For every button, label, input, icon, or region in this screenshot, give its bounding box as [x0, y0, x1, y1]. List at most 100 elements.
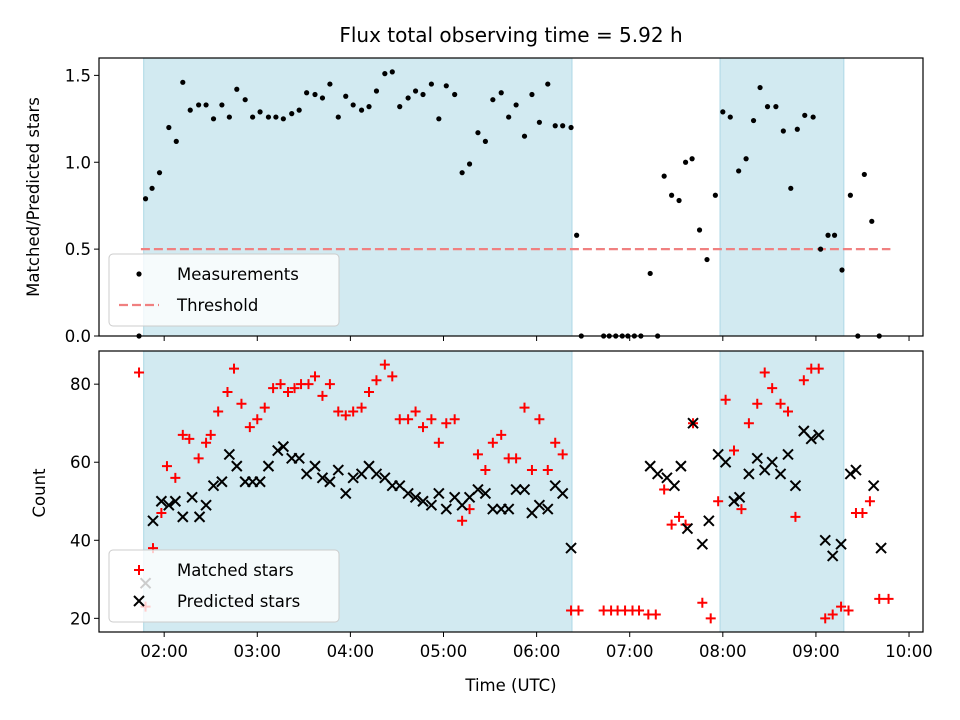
predicted-stars-point: [533, 499, 546, 511]
matched-stars-point: [736, 504, 747, 515]
matched-stars-point: [573, 605, 584, 616]
matched-stars-point: [883, 593, 894, 604]
observing-window: [143, 350, 573, 633]
predicted-stars-point: [687, 417, 699, 429]
measurements-point: [405, 95, 411, 101]
legend-label: Matched stars: [177, 561, 294, 580]
measurements-point: [482, 138, 488, 144]
measurements-point: [187, 107, 193, 113]
matched-stars-point: [268, 383, 279, 394]
x-tick-label: 03:00: [234, 642, 282, 661]
measurements-point: [536, 119, 542, 125]
measurements-point: [142, 196, 149, 202]
matched-stars-point: [170, 472, 181, 483]
predicted-stars-point: [502, 503, 515, 515]
measurements-point: [720, 109, 726, 115]
matched-stars-point: [813, 363, 824, 374]
measurements-point: [676, 197, 682, 204]
measurements-point: [513, 102, 519, 108]
matched-stars-point: [472, 449, 483, 460]
x-tick-label: 09:00: [792, 642, 840, 661]
predicted-stars-point: [728, 495, 740, 507]
measurements-point: [250, 114, 256, 120]
predicted-stars-point: [813, 429, 825, 441]
matched-stars-point: [418, 422, 429, 433]
count-panel-frame: [98, 350, 924, 633]
matched-stars-point: [324, 379, 335, 390]
matched-stars-point: [550, 437, 561, 448]
y-tick-label: 1.0: [65, 153, 91, 172]
legend-swatch: [133, 595, 145, 607]
measurements-point: [490, 97, 496, 103]
x-tick-label: 06:00: [513, 642, 561, 661]
measurements-point: [529, 91, 535, 98]
predicted-stars-point: [789, 479, 802, 492]
measurements-point: [289, 111, 295, 117]
measurements-point: [428, 81, 434, 87]
measurements-point: [173, 138, 179, 144]
predicted-stars-point: [309, 460, 321, 472]
predicted-stars-point: [556, 487, 569, 500]
matched-stars-point: [356, 402, 367, 413]
measurements-point: [794, 126, 800, 132]
matched-stars-point: [348, 406, 359, 417]
measurements-point: [234, 86, 240, 92]
matched-stars-point: [759, 367, 770, 378]
measurements-point: [312, 91, 318, 98]
matched-stars-point: [557, 449, 568, 460]
y-tick-label: 20: [70, 609, 91, 628]
predicted-stars-point: [733, 491, 746, 504]
measurements-point: [661, 173, 667, 179]
matched-stars-point: [874, 593, 885, 604]
measurements-point: [560, 123, 566, 129]
measurements-point: [265, 114, 272, 120]
matched-stars-point: [236, 398, 247, 409]
matched-stars-point: [790, 511, 801, 522]
predicted-stars-point: [766, 456, 778, 468]
measurements-point: [296, 107, 302, 113]
matched-stars-point: [201, 437, 212, 448]
matched-stars-point: [798, 375, 809, 386]
measurements-point: [166, 124, 172, 131]
measurements-point: [156, 170, 163, 176]
measurements-point: [764, 104, 771, 110]
measurements-point: [436, 116, 442, 122]
observing-window: [719, 350, 845, 633]
measurements-point: [319, 95, 326, 101]
measurements-point: [825, 232, 831, 238]
legend-label: Threshold: [176, 296, 258, 315]
predicted-stars-point: [324, 476, 336, 488]
matched-stars-point: [666, 519, 677, 530]
predicted-stars-point: [200, 499, 212, 511]
matched-stars-point: [394, 414, 405, 425]
measurements-point: [704, 256, 710, 263]
matched-stars-point: [213, 406, 224, 417]
matched-stars-point: [184, 433, 195, 444]
measurements-point: [180, 79, 186, 85]
predicted-stars-point: [223, 448, 236, 461]
predicted-stars-point: [472, 483, 484, 496]
matched-stars-point: [752, 398, 763, 409]
legend-box: [108, 253, 340, 327]
y-tick-label: 60: [70, 453, 91, 472]
predicted-stars-point: [850, 464, 862, 476]
measurements-point: [568, 124, 574, 131]
measurements-point: [343, 93, 349, 99]
measurements-point: [506, 114, 512, 120]
matched-stars-point: [317, 390, 328, 401]
measurements-point: [335, 114, 341, 120]
measurements-point: [689, 156, 695, 162]
measurements-point: [280, 116, 286, 122]
matched-stars-point: [674, 511, 685, 522]
measurements-point: [459, 170, 465, 176]
measurements-point: [831, 232, 838, 238]
matched-stars-point: [371, 375, 382, 386]
predicted-stars-point: [231, 460, 243, 472]
predicted-stars-point: [409, 491, 422, 504]
x-tick-label: 02:00: [140, 642, 188, 661]
predicted-stars-point: [207, 479, 220, 492]
x-tick-label: 04:00: [327, 642, 375, 661]
matched-stars-point: [496, 429, 507, 440]
legend-swatch: [136, 271, 142, 277]
predicted-stars-point: [254, 476, 266, 488]
